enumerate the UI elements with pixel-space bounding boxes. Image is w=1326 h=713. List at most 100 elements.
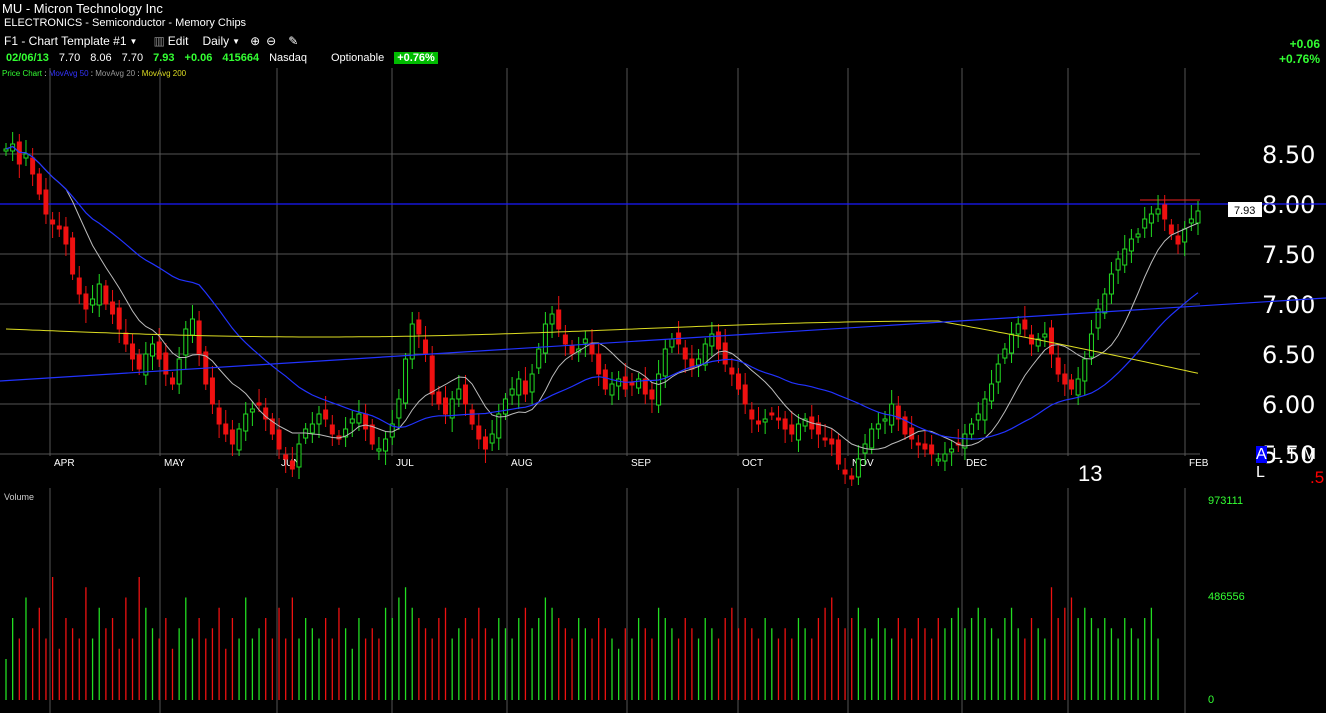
candle-body	[982, 398, 988, 421]
candle-body	[183, 328, 189, 356]
candle-body	[429, 355, 435, 395]
candle-body	[110, 301, 116, 315]
candle-body	[1015, 323, 1021, 335]
candle-body	[462, 384, 468, 405]
chevron-down-icon: ▼	[232, 36, 241, 46]
price-tick-label: 6.00	[1262, 391, 1315, 419]
candle-body	[363, 413, 369, 430]
candle-body	[822, 437, 828, 441]
zoom-out-icon[interactable]: ⊖	[266, 34, 277, 48]
candle-body	[1135, 233, 1141, 238]
candle-body	[103, 285, 109, 305]
candle-body	[742, 384, 748, 405]
last-price-box	[1228, 202, 1262, 217]
candle-body	[196, 320, 202, 355]
candle-body	[995, 363, 1001, 383]
candle-body	[1042, 333, 1048, 338]
template-dropdown[interactable]: F1 - Chart Template #1 ▼	[4, 34, 137, 48]
zoom-in-icon[interactable]: ⊕	[250, 34, 261, 48]
candle-body	[1128, 238, 1134, 252]
candle-body	[1082, 358, 1088, 382]
edit-button[interactable]: ▥ Edit	[153, 34, 188, 48]
period-label: Daily	[202, 34, 230, 48]
candle-body	[649, 389, 655, 400]
month-label: OCT	[742, 458, 763, 469]
candle-body	[423, 339, 429, 355]
month-label: 13	[1078, 461, 1102, 486]
candle-body	[263, 407, 269, 420]
candle-body	[709, 333, 715, 347]
candle-body	[489, 433, 495, 444]
pct-change-badge: +0.76%	[394, 52, 438, 64]
candle-body	[443, 397, 449, 415]
candle-body	[496, 413, 502, 439]
candle-body	[902, 416, 908, 435]
candle-body	[416, 319, 422, 335]
chart-header: MU - Micron Technology Inc ELECTRONICS -…	[0, 0, 1326, 68]
candle-body	[1122, 248, 1128, 266]
volume-chart[interactable]: 973111 486556 0	[0, 488, 1326, 713]
month-label: APR	[54, 458, 75, 469]
candle-body	[609, 383, 615, 396]
candle-body	[949, 448, 955, 453]
alt-indicator[interactable]: A L T M L	[1256, 446, 1326, 482]
candle-body	[136, 354, 142, 370]
candle-body	[70, 237, 76, 275]
price-chart[interactable]: APRMAYJUNJULAUGSEPOCTNOVDEC13FEB8.508.00…	[0, 68, 1326, 486]
candle-body	[403, 358, 409, 404]
month-label: JUL	[396, 458, 414, 469]
candle-body	[1148, 213, 1154, 224]
candle-body	[522, 380, 528, 395]
candle-body	[716, 331, 722, 350]
quote-date: 02/06/13	[6, 52, 49, 64]
price-tick-label: 5.50	[1262, 441, 1315, 469]
candle-body	[516, 378, 522, 396]
candle-body	[1029, 334, 1035, 345]
volume-tick-label: 486556	[1208, 591, 1245, 603]
quote-exchange: Nasdaq	[269, 52, 307, 64]
candle-body	[556, 309, 562, 330]
legend-price: Price Chart	[2, 69, 43, 78]
legend-ma20: MovAvg 20	[95, 69, 136, 78]
candle-body	[549, 313, 555, 325]
candle-body	[1055, 357, 1061, 375]
candle-body	[36, 173, 42, 195]
legend-ma50: MovAvg 50	[48, 69, 89, 78]
optionable-label: Optionable	[331, 52, 385, 64]
quote-close: 7.93	[153, 52, 175, 64]
candle-body	[835, 439, 841, 465]
candle-body	[855, 458, 861, 478]
candle-body	[935, 458, 941, 462]
candle-body	[216, 407, 222, 425]
candle-body	[1188, 218, 1194, 224]
candle-body	[316, 413, 322, 425]
period-dropdown[interactable]: Daily ▼	[202, 34, 240, 48]
candle-body	[1168, 224, 1174, 235]
quote-volume: 415664	[222, 52, 260, 64]
candle-body	[1095, 308, 1101, 329]
candle-body	[96, 283, 102, 306]
candle-body	[582, 338, 588, 344]
chart-legend: Price Chart : MovAvg 50 : MovAvg 20 : Mo…	[2, 69, 187, 78]
price-tick-label: 8.00	[1262, 191, 1315, 219]
candle-body	[143, 353, 149, 376]
candle-body	[616, 378, 622, 387]
volume-label: Volume	[4, 492, 35, 502]
candle-body	[636, 378, 642, 389]
candle-body	[90, 298, 96, 306]
candle-body	[629, 382, 635, 386]
candle-body	[975, 413, 981, 421]
candle-body	[769, 412, 775, 416]
candle-body	[23, 153, 29, 159]
pencil-icon[interactable]: ✎	[288, 34, 299, 48]
candle-body	[50, 219, 56, 225]
candle-body	[1022, 319, 1028, 330]
candle-body	[589, 342, 595, 355]
price-tick-label: 7.00	[1262, 291, 1315, 319]
candle-body	[156, 341, 162, 360]
candle-body	[662, 348, 668, 377]
candle-body	[249, 408, 255, 413]
candle-body	[189, 318, 195, 336]
chevron-down-icon: ▼	[129, 36, 138, 46]
candle-body	[829, 438, 835, 445]
